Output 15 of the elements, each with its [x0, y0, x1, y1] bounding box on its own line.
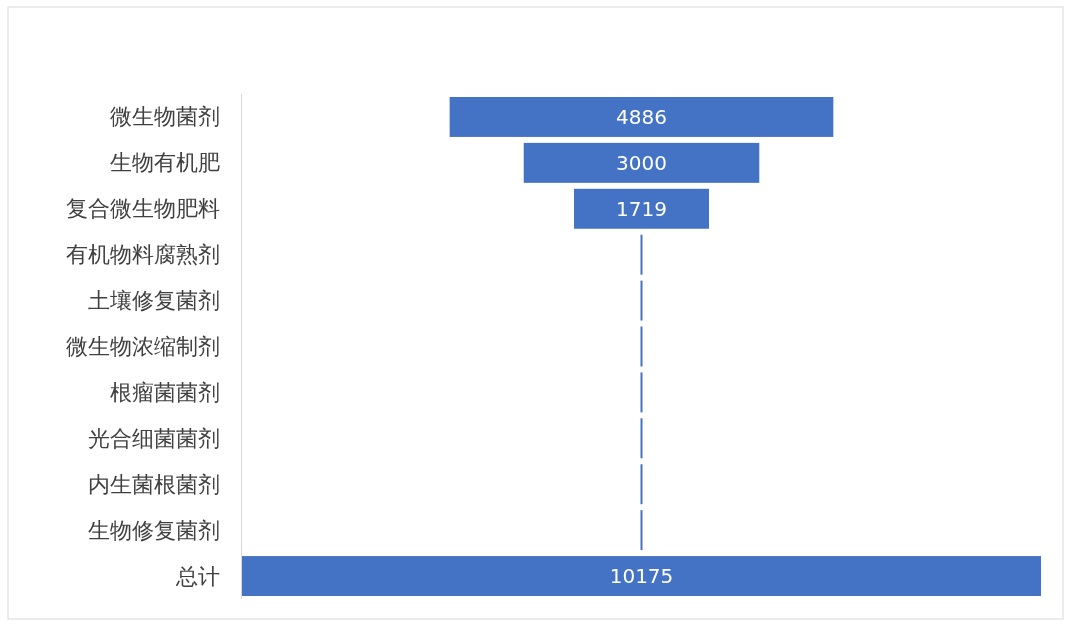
- category-label: 生物修复菌剂: [88, 517, 220, 543]
- category-label: 复合微生物肥料: [66, 196, 220, 222]
- data-label: 4886: [616, 104, 667, 129]
- category-label: 内生菌根菌剂: [88, 471, 220, 497]
- category-label: 根瘤菌菌剂: [110, 379, 220, 405]
- data-label: 1719: [616, 196, 667, 221]
- category-label: 有机物料腐熟剂: [66, 242, 220, 268]
- data-label: 10175: [609, 564, 674, 589]
- data-label: 3000: [616, 150, 667, 175]
- category-label: 生物有机肥: [110, 150, 220, 176]
- category-label: 总计: [175, 563, 220, 589]
- category-label: 光合细菌菌剂: [88, 425, 220, 451]
- category-label: 微生物菌剂: [110, 104, 220, 130]
- category-label: 微生物浓缩制剂: [66, 334, 220, 359]
- category-label: 土壤修复菌剂: [88, 288, 220, 314]
